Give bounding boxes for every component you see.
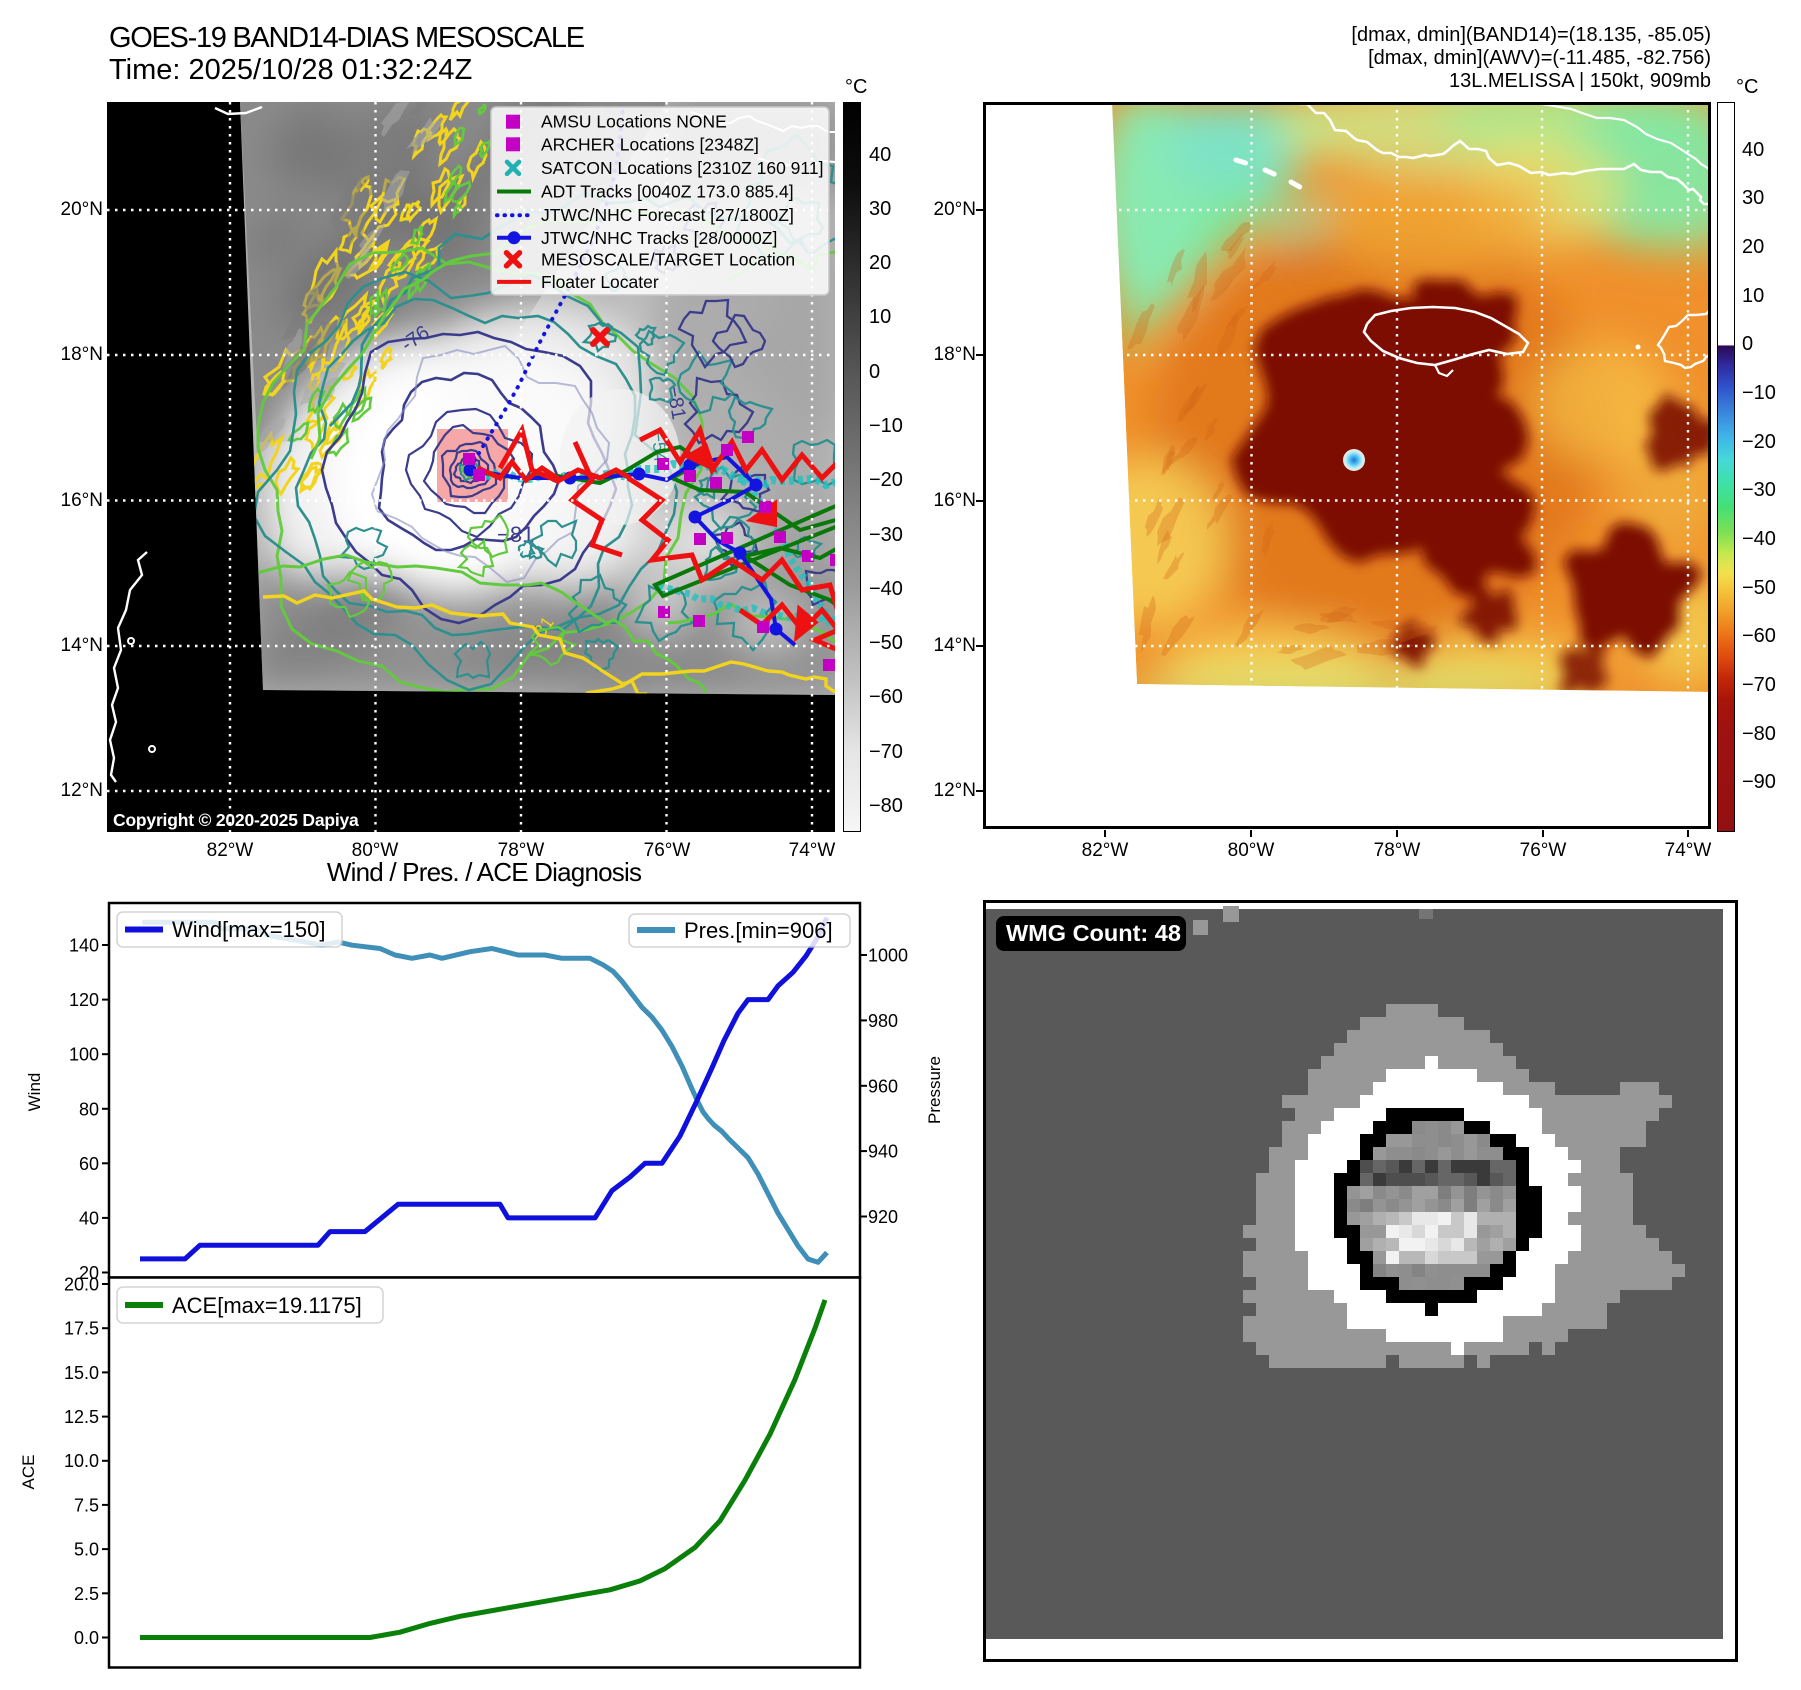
svg-text:Wind: Wind (25, 1073, 44, 1112)
svg-text:100: 100 (69, 1045, 99, 1065)
svg-text:20.0: 20.0 (64, 1275, 99, 1295)
svg-text:ACE: ACE (19, 1455, 38, 1490)
svg-text:Copyright © 2020-2025 Dapiya: Copyright © 2020-2025 Dapiya (113, 810, 359, 830)
svg-text:15.0: 15.0 (64, 1363, 99, 1383)
svg-text:80: 80 (79, 1099, 99, 1119)
svg-text:1000: 1000 (868, 946, 908, 966)
svg-text:Wind[max=150]: Wind[max=150] (172, 917, 325, 942)
svg-text:2.5: 2.5 (74, 1584, 99, 1604)
svg-text:JTWC/NHC Tracks [28/0000Z]: JTWC/NHC Tracks [28/0000Z] (541, 228, 777, 248)
svg-text:5.0: 5.0 (74, 1540, 99, 1560)
svg-text:960: 960 (868, 1076, 898, 1096)
svg-text:7.5: 7.5 (74, 1495, 99, 1515)
svg-text:10.0: 10.0 (64, 1451, 99, 1471)
svg-text:SATCON Locations [2310Z 160 91: SATCON Locations [2310Z 160 911] (541, 158, 823, 178)
svg-text:ADT Tracks [0040Z 173.0 885.4]: ADT Tracks [0040Z 173.0 885.4] (541, 182, 794, 202)
svg-text:980: 980 (868, 1011, 898, 1031)
svg-text:WMG Count: 48: WMG Count: 48 (1006, 920, 1181, 946)
svg-text:940: 940 (868, 1142, 898, 1162)
svg-text:40: 40 (79, 1208, 99, 1228)
svg-text:JTWC/NHC Forecast [27/1800Z]: JTWC/NHC Forecast [27/1800Z] (541, 205, 794, 225)
svg-text:20: 20 (79, 1263, 99, 1283)
svg-text:Pressure: Pressure (925, 1056, 944, 1124)
svg-text:17.5: 17.5 (64, 1319, 99, 1339)
svg-text:0.0: 0.0 (74, 1628, 99, 1648)
svg-text:12.5: 12.5 (64, 1407, 99, 1427)
svg-text:ARCHER Locations [2348Z]: ARCHER Locations [2348Z] (541, 134, 759, 154)
svg-text:Pres.[min=906]: Pres.[min=906] (684, 918, 833, 943)
svg-text:120: 120 (69, 990, 99, 1010)
svg-text:ACE[max=19.1175]: ACE[max=19.1175] (172, 1293, 362, 1318)
svg-text:920: 920 (868, 1207, 898, 1227)
svg-text:Wind / Pres. / ACE Diagnosis: Wind / Pres. / ACE Diagnosis (327, 860, 642, 887)
svg-text:60: 60 (79, 1154, 99, 1174)
svg-text:140: 140 (69, 936, 99, 956)
svg-text:MESOSCALE/TARGET Location: MESOSCALE/TARGET Location (541, 249, 795, 269)
svg-text:AMSU Locations NONE: AMSU Locations NONE (541, 112, 727, 132)
svg-text:Floater Locater: Floater Locater (541, 272, 659, 292)
